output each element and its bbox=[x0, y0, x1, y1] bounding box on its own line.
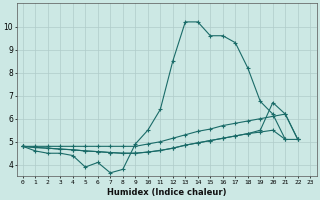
X-axis label: Humidex (Indice chaleur): Humidex (Indice chaleur) bbox=[107, 188, 226, 197]
